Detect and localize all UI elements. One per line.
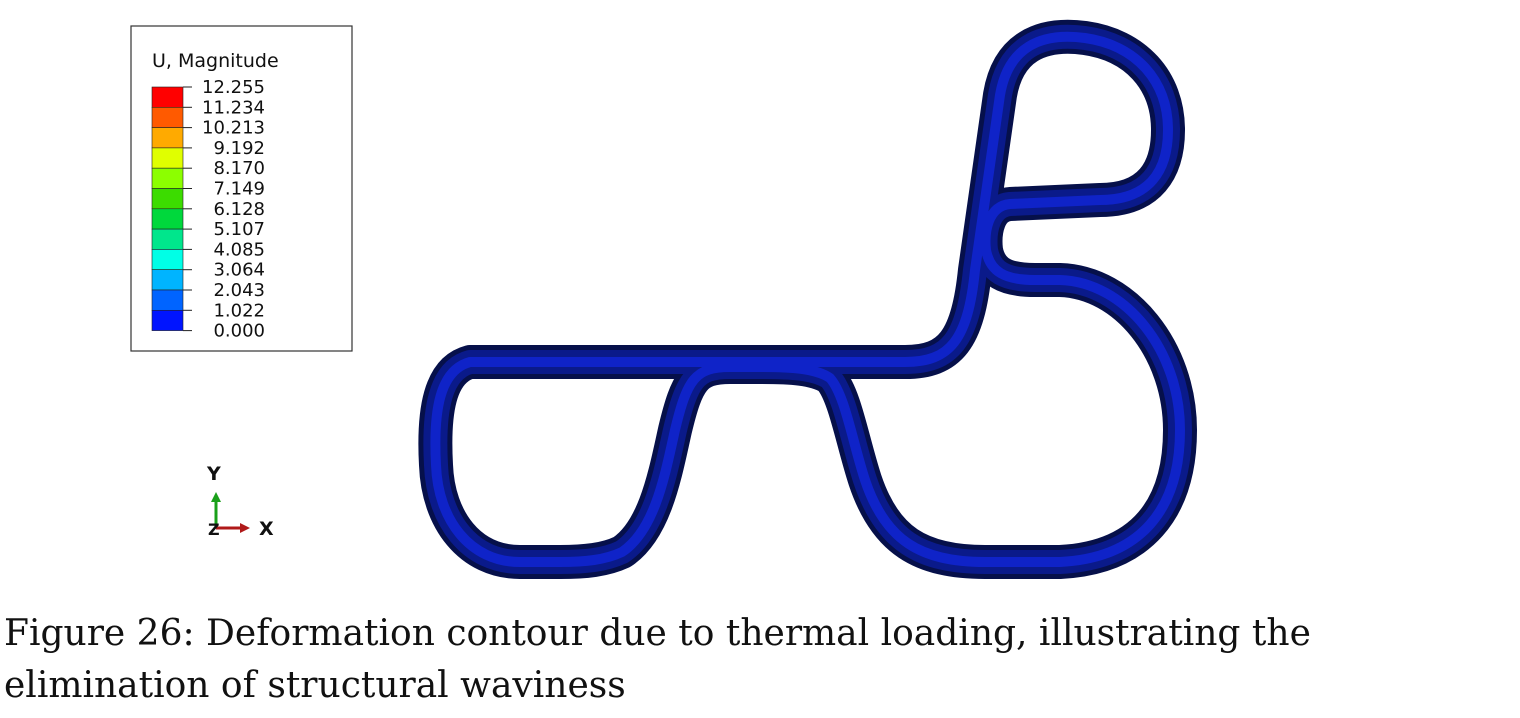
legend-title: U, Magnitude (152, 50, 279, 72)
figure-caption: Figure 26: Deformation contour due to th… (4, 613, 1311, 706)
legend-band (151, 147, 184, 169)
legend-band (151, 107, 184, 128)
legend-value-label: 7.149 (213, 179, 265, 200)
legend-value-label: 1.022 (213, 300, 265, 321)
deformed-structure (418, 19, 1197, 579)
structure-ring-core (430, 31, 1185, 567)
legend-band (151, 269, 184, 291)
legend-value-label: 0.000 (213, 321, 265, 342)
legend-value-label: 10.213 (202, 118, 265, 139)
legend-value-label: 12.255 (202, 77, 265, 98)
x-axis-label: X (259, 518, 274, 540)
contour-legend: U, Magnitude 12.25511.23410.2139.1928.17… (130, 25, 353, 352)
legend-bands (151, 86, 184, 331)
legend-band (151, 208, 184, 230)
legend-value-label: 3.064 (213, 260, 265, 281)
legend-band (151, 309, 184, 331)
legend-band (151, 86, 184, 108)
structure-ring-inner (423, 24, 1192, 574)
legend-band (151, 289, 184, 311)
legend-value-label: 2.043 (213, 280, 265, 301)
legend-value-label: 11.234 (202, 97, 265, 118)
legend-value-label: 5.107 (213, 219, 265, 240)
coordinate-triad: Y X Z (206, 463, 274, 540)
y-axis-label: Y (206, 463, 221, 485)
legend-values: 12.25511.23410.2139.1928.1707.1496.1285.… (183, 77, 265, 342)
legend-band (151, 228, 184, 250)
legend-band (151, 249, 184, 270)
z-axis-label: Z (208, 520, 220, 539)
figure-canvas: U, Magnitude 12.25511.23410.2139.1928.17… (130, 19, 1197, 579)
structure-ring (418, 19, 1197, 579)
legend-value-label: 9.192 (213, 138, 265, 159)
y-axis-arrow-head (211, 492, 221, 502)
legend-band (151, 127, 184, 149)
legend-band (151, 188, 184, 210)
legend-value-label: 6.128 (213, 199, 265, 220)
x-axis-arrow-head (240, 523, 250, 533)
legend-band (151, 167, 184, 189)
legend-value-label: 4.085 (213, 239, 265, 260)
legend-value-label: 8.170 (213, 158, 265, 179)
